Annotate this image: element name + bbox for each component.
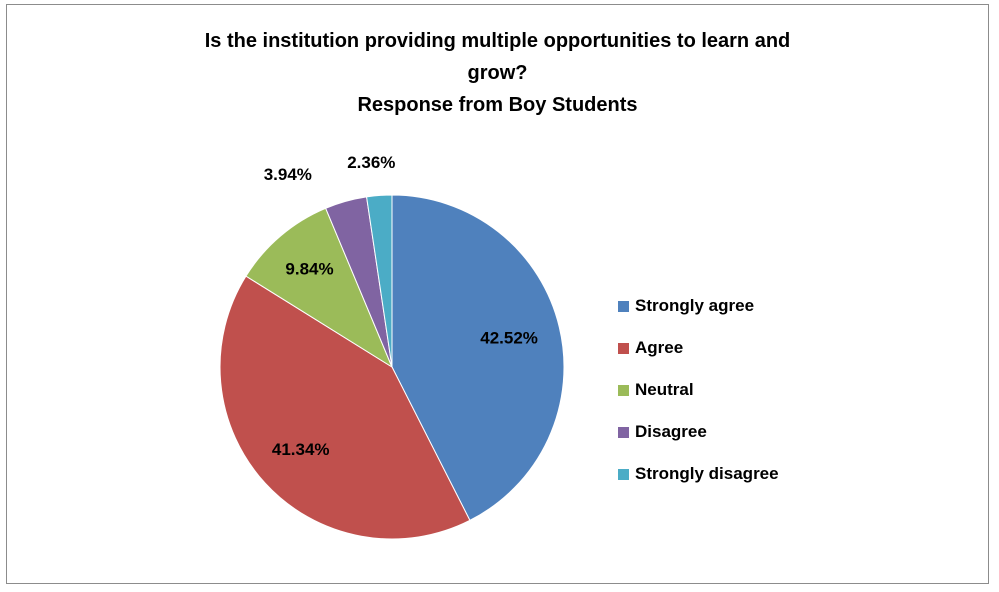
data-label-strongly-disagree: 2.36% bbox=[347, 153, 395, 172]
legend-swatch bbox=[618, 342, 629, 354]
pie-chart: 42.52% 41.34% 9.84% 3.94% 2.36% bbox=[219, 153, 565, 540]
pie-slice-strongly-agree bbox=[391, 194, 565, 522]
legend-item-strongly-disagree: Strongly disagree bbox=[618, 453, 779, 495]
chart-title-line-2: grow? bbox=[467, 62, 528, 84]
chart-legend: Strongly agree Agree Neutral Disagree Strong… bbox=[618, 285, 779, 495]
legend-swatch bbox=[618, 426, 629, 438]
legend-label: Neutral bbox=[635, 380, 694, 399]
legend-item-agree: Agree bbox=[618, 327, 779, 369]
chart-title: Is the institution providing multiple op… bbox=[7, 25, 988, 121]
data-label-neutral: 9.84% bbox=[285, 260, 333, 279]
legend-swatch bbox=[618, 384, 629, 396]
data-label-disagree: 3.94% bbox=[264, 165, 312, 184]
legend-item-neutral: Neutral bbox=[618, 369, 779, 411]
data-label-agree: 41.34% bbox=[272, 440, 330, 459]
pie-slice-strongly-disagree bbox=[366, 194, 393, 368]
pie-slice-neutral bbox=[245, 207, 394, 369]
chart-title-line-3: Response from Boy Students bbox=[357, 94, 638, 116]
data-label-strongly-agree: 42.52% bbox=[480, 328, 538, 347]
legend-label: Strongly agree bbox=[635, 296, 755, 315]
chart-area: Is the institution providing multiple op… bbox=[6, 4, 989, 584]
legend-label: Disagree bbox=[635, 422, 707, 441]
legend-item-strongly-agree: Strongly agree bbox=[618, 285, 779, 327]
legend-item-disagree: Disagree bbox=[618, 411, 779, 453]
chart-title-line-1: Is the institution providing multiple op… bbox=[204, 30, 791, 52]
legend-label: Strongly disagree bbox=[635, 464, 779, 483]
legend-label: Agree bbox=[635, 338, 684, 357]
pie-slice-agree bbox=[219, 275, 471, 540]
legend-swatch bbox=[618, 468, 629, 480]
legend-swatch bbox=[618, 300, 629, 312]
